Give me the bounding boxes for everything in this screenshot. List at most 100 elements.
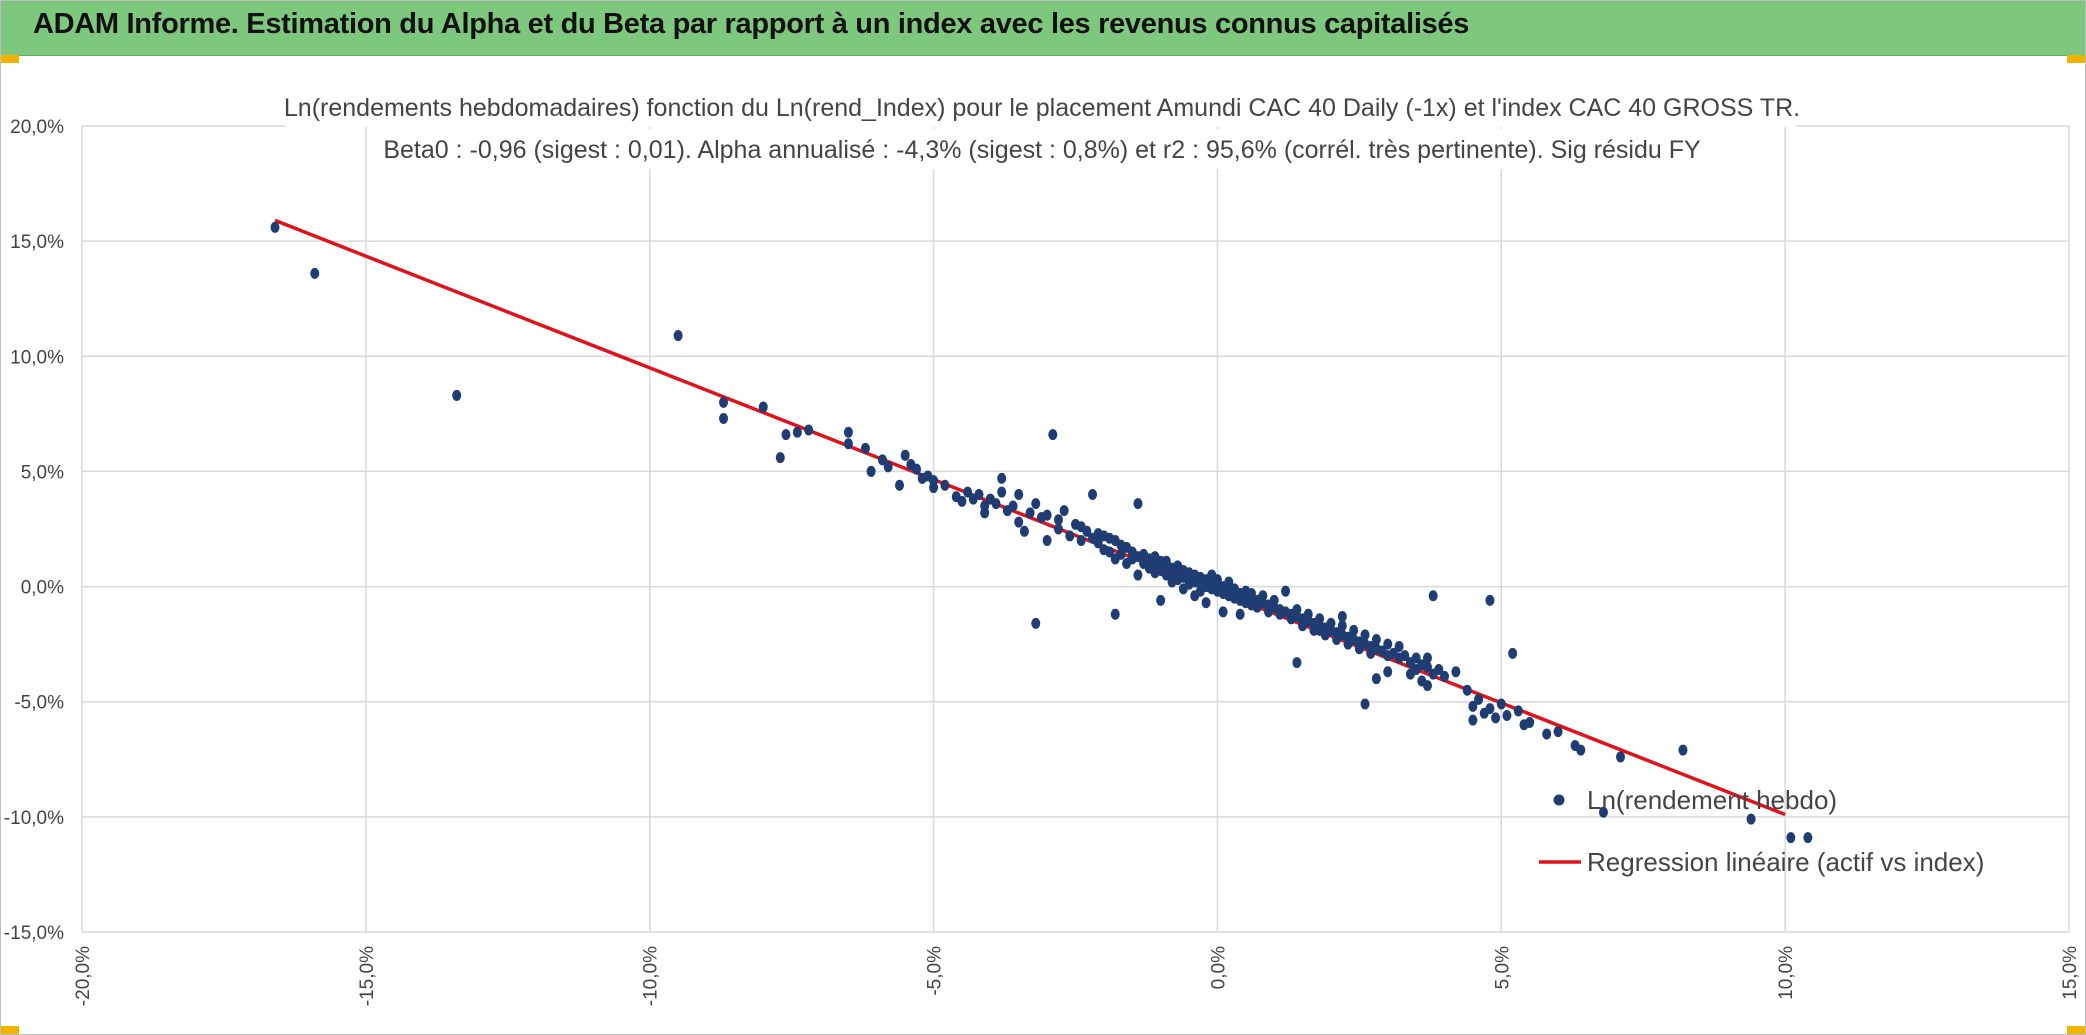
scatter-point: [1258, 590, 1268, 602]
scatter-point: [1212, 574, 1222, 586]
header-title: ADAM Informe. Estimation du Alpha et du …: [33, 8, 1470, 40]
scatter-point: [1508, 647, 1518, 659]
scatter-point: [1502, 710, 1512, 722]
y-tick-label: -15,0%: [4, 923, 64, 944]
y-tick-label: -5,0%: [14, 693, 64, 714]
scatter-point: [1065, 530, 1075, 542]
scatter-point: [1315, 624, 1325, 636]
scatter-point: [1110, 608, 1120, 620]
scatter-point: [963, 486, 973, 498]
scatter-point: [673, 330, 683, 342]
y-tick-label: 0,0%: [21, 578, 64, 599]
scatter-point: [1576, 744, 1586, 756]
scatter-point: [1746, 813, 1756, 825]
scatter-point: [1474, 693, 1484, 705]
scatter-point: [719, 396, 729, 408]
scatter-point: [1803, 832, 1813, 844]
legend-label-points: Ln(rendement hebdo): [1587, 785, 1837, 815]
scatter-point: [1235, 608, 1245, 620]
scatter-point: [866, 465, 876, 477]
scatter-point: [1616, 751, 1626, 763]
scatter-point: [997, 486, 1007, 498]
scatter-point: [270, 221, 280, 233]
scatter-point: [452, 389, 462, 401]
scatter-point: [1326, 617, 1336, 629]
scatter-point: [1303, 608, 1313, 620]
scatter-point: [1451, 666, 1461, 678]
scatter-point: [1201, 597, 1211, 609]
legend-label-regression: Regression linéaire (actif vs index): [1587, 847, 1984, 877]
scatter-point: [1218, 606, 1228, 618]
scatter-point: [940, 479, 950, 491]
scatter-point: [1088, 488, 1098, 500]
scatter-point: [1224, 576, 1234, 588]
scatter-point: [1014, 488, 1024, 500]
scatter-point: [1048, 429, 1058, 441]
scatter-point: [1025, 507, 1035, 519]
x-tick-label: 5,0%: [1492, 946, 1513, 989]
chart-title-line-2: Beta0 : -0,96 (sigest : 0,01). Alpha ann…: [383, 136, 1701, 164]
scatter-point: [1281, 585, 1291, 597]
scatter-point: [1542, 728, 1552, 740]
corner-mark-top-left: [1, 55, 19, 63]
x-tick-label: -15,0%: [357, 946, 378, 1006]
scatter-point: [997, 472, 1007, 484]
scatter-point: [310, 267, 320, 279]
scatter-point: [1019, 525, 1029, 537]
scatter-point: [1513, 705, 1523, 717]
scatter-point: [1315, 613, 1325, 625]
y-tick-label: 5,0%: [21, 462, 64, 483]
scatter-point: [1434, 663, 1444, 675]
scatter-point: [1156, 594, 1166, 606]
header-bar: ADAM Informe. Estimation du Alpha et du …: [1, 1, 2085, 56]
scatter-point: [1678, 744, 1688, 756]
grid-lines: [81, 125, 2070, 933]
scatter-point: [1031, 617, 1041, 629]
scatter-point: [1428, 590, 1438, 602]
scatter-point: [1349, 624, 1359, 636]
scatter-point: [758, 401, 768, 413]
scatter-point: [1337, 620, 1347, 632]
scatter-point: [1394, 640, 1404, 652]
scatter-point: [1053, 523, 1063, 535]
y-tick-label: -10,0%: [4, 808, 64, 829]
scatter-point: [1422, 661, 1432, 673]
scatter-point: [804, 424, 814, 436]
scatter-point: [1400, 650, 1410, 662]
scatter-point: [719, 412, 729, 424]
scatter-point: [1468, 714, 1478, 726]
scatter-point: [1360, 698, 1370, 710]
x-tick-label: -10,0%: [641, 946, 662, 1006]
scatter-point: [1411, 652, 1421, 664]
scatter-point: [912, 463, 922, 475]
x-tick-label: 15,0%: [2060, 946, 2081, 1000]
scatter-point: [1422, 652, 1432, 664]
scatter-point: [1042, 535, 1052, 547]
scatter-point: [957, 495, 967, 507]
x-tick-label: -5,0%: [925, 946, 946, 996]
scatter-point: [792, 426, 802, 438]
scatter-point: [1133, 498, 1143, 510]
scatter-point: [1371, 673, 1381, 685]
scatter-point: [1292, 604, 1302, 616]
scatter-point: [1468, 700, 1478, 712]
scatter-point: [1076, 535, 1086, 547]
chart-title-group: Ln(rendements hebdomadaires) fonction du…: [284, 87, 1800, 169]
scatter-point: [1360, 629, 1370, 641]
scatter-point: [1042, 509, 1052, 521]
title-backdrop-2: [381, 129, 1701, 169]
scatter-point: [1008, 500, 1018, 512]
scatter-points: [270, 221, 1813, 844]
scatter-point: [1292, 657, 1302, 669]
x-tick-label: -20,0%: [73, 946, 94, 1006]
scatter-point: [1598, 806, 1608, 818]
scatter-point: [1133, 569, 1143, 581]
scatter-point: [991, 498, 1001, 510]
x-tick-label: 10,0%: [1776, 946, 1797, 1000]
scatter-point: [1383, 638, 1393, 650]
scatter-point: [1491, 712, 1501, 724]
scatter-point: [1337, 611, 1347, 623]
scatter-point: [1462, 684, 1472, 696]
scatter-point: [980, 507, 990, 519]
